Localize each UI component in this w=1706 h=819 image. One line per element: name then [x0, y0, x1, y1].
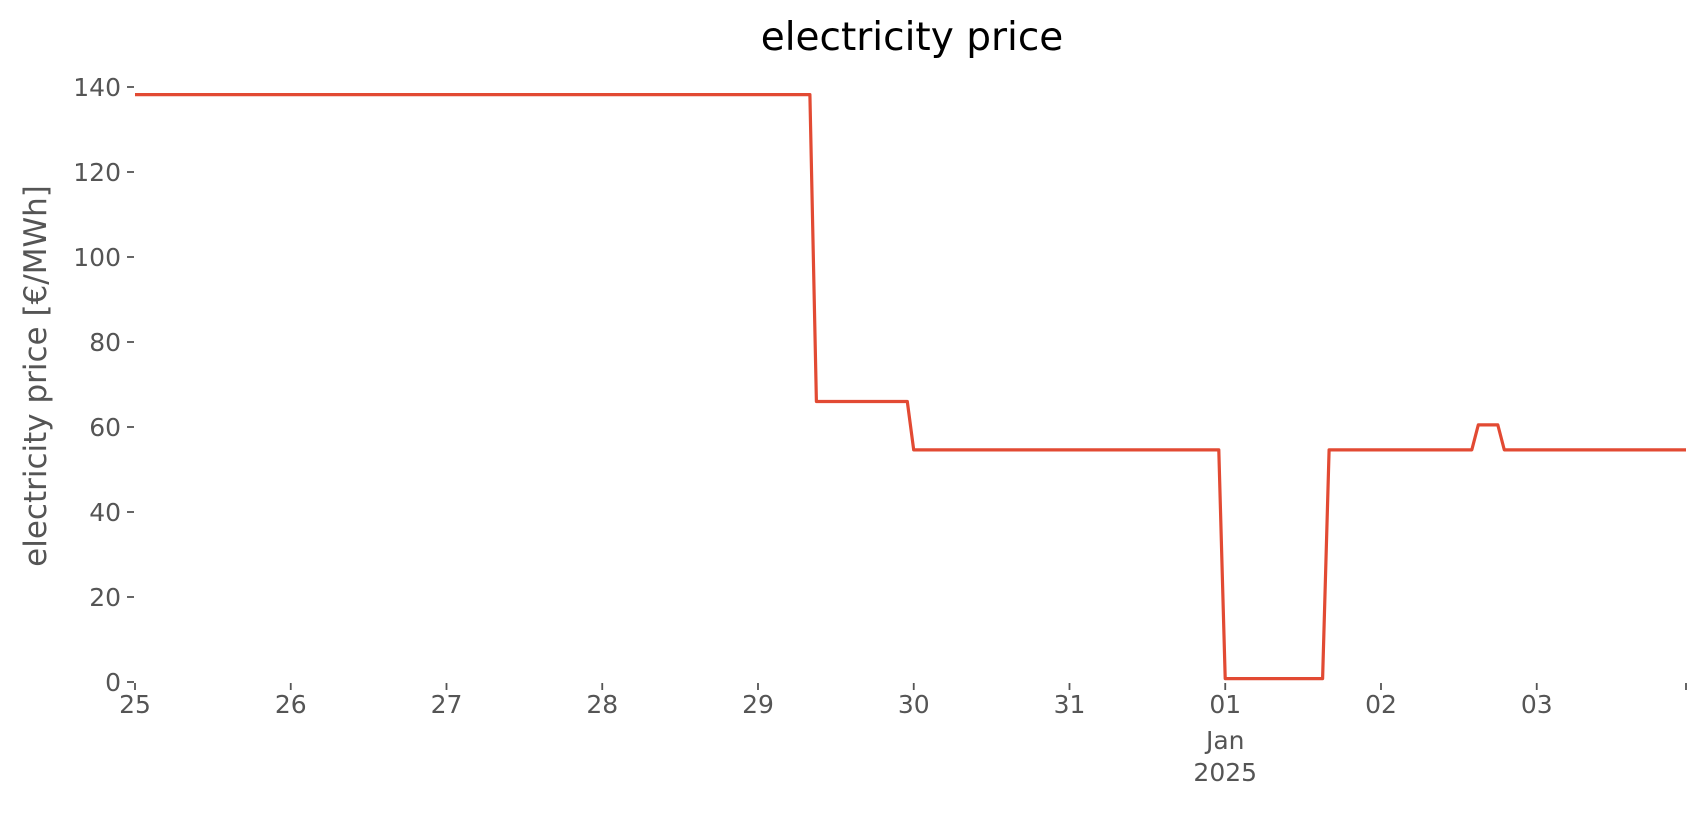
- y-tick-label: 20: [89, 583, 121, 612]
- x-tick-label: 03: [1521, 690, 1553, 719]
- x-tick-label: 25: [119, 690, 151, 719]
- price-series-line: [135, 93, 1686, 681]
- x-tick-sublabel: Jan: [1204, 726, 1245, 755]
- y-axis-title: electricity price [€/MWh]: [18, 185, 54, 567]
- x-tick-label: 29: [742, 690, 774, 719]
- y-tick-label: 40: [89, 498, 121, 527]
- x-tick-label: 28: [586, 690, 618, 719]
- x-tick-label: 30: [898, 690, 930, 719]
- y-tick-label: 140: [73, 73, 121, 102]
- chart-title: electricity price: [761, 15, 1064, 60]
- y-tick-label: 80: [89, 328, 121, 357]
- y-tick-label: 60: [89, 413, 121, 442]
- x-tick-sublabel: 2025: [1193, 758, 1257, 787]
- y-tick-label: 120: [73, 158, 121, 187]
- y-axis: 0 20 40 60 80 100 120 140: [73, 73, 134, 697]
- x-tick-label: 27: [431, 690, 463, 719]
- x-tick-label: 02: [1365, 690, 1397, 719]
- x-axis: 25 26 27 28 29 30 31 01 02 03 Jan 2025: [119, 683, 1687, 787]
- y-tick-label: 0: [105, 668, 121, 697]
- x-tick-label: 01: [1209, 690, 1241, 719]
- x-tick-label: 31: [1054, 690, 1086, 719]
- y-tick-label: 100: [73, 243, 121, 272]
- x-tick-label: 26: [275, 690, 307, 719]
- series-layer: [135, 93, 1686, 681]
